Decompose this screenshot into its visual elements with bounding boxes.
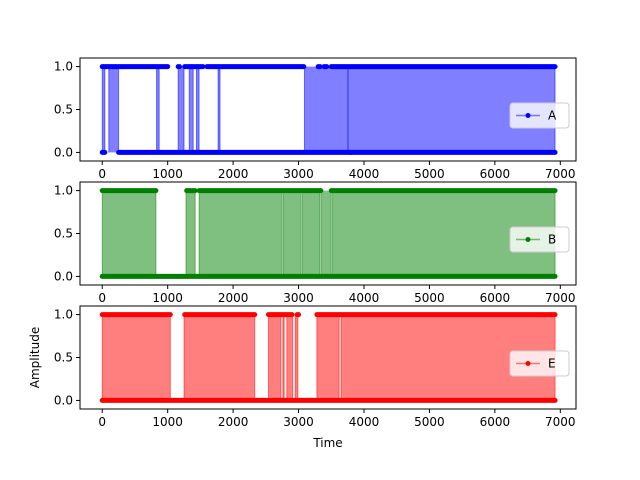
area-segment <box>199 190 283 277</box>
legend-marker <box>525 237 531 242</box>
y-tick-label: 1.0 <box>54 308 73 322</box>
x-tick-label: 1000 <box>152 167 183 181</box>
area-segment <box>196 66 200 153</box>
panel-a: 0.0 0.5 1.0 0 1000 2000 3000 4000 5000 6000 7000 A <box>54 57 577 181</box>
area-segment <box>316 314 340 401</box>
x-tick-label: 6000 <box>480 415 511 429</box>
x-tick-label: 0 <box>98 167 106 181</box>
legend: A <box>509 102 570 129</box>
area-segment <box>189 66 194 153</box>
legend: B <box>509 226 570 253</box>
x-tick-label: 3000 <box>283 415 314 429</box>
y-tick-label: 0.0 <box>54 145 73 159</box>
area-segment <box>218 66 221 153</box>
x-tick-label: 6000 <box>480 291 511 305</box>
area-segment <box>184 314 255 401</box>
x-tick-label: 3000 <box>283 167 314 181</box>
x-tick-label: 1000 <box>152 291 183 305</box>
legend-label: B <box>548 233 556 247</box>
y-tick-label: 0.0 <box>54 269 73 283</box>
x-tick-label: 7000 <box>545 415 576 429</box>
area-segment <box>156 66 160 153</box>
area-segment <box>283 190 302 277</box>
x-tick-label: 7000 <box>545 167 576 181</box>
x-tick-label: 4000 <box>349 415 380 429</box>
plot-area <box>99 188 558 279</box>
x-tick-label: 2000 <box>218 291 249 305</box>
plot-area <box>99 64 558 155</box>
area-segment <box>268 314 281 401</box>
panels: 0.00.51.00 1000 2000 3000 4000 5000 6000 7000A0… <box>28 57 577 450</box>
area-segment <box>102 314 171 401</box>
x-tick-label: 7000 <box>545 291 576 305</box>
legend: E <box>509 350 570 377</box>
area-segment <box>186 190 196 277</box>
area-segment <box>304 66 348 153</box>
plot-area <box>99 312 558 403</box>
x-tick-label: 6000 <box>480 167 511 181</box>
x-tick-label: 3000 <box>283 291 314 305</box>
y-tick-label: 0.5 <box>54 227 73 241</box>
x-tick-label: 2000 <box>218 415 249 429</box>
panel-e: 0.0 0.5 1.0 0 1000 2000 3000 4000 5000 6000 7000 Ti… <box>28 305 577 450</box>
x-tick-label: 5000 <box>414 167 445 181</box>
legend-marker <box>525 113 531 118</box>
area-segment <box>286 314 293 401</box>
legend-marker <box>525 361 531 366</box>
area-segment <box>102 66 105 153</box>
x-tick-label: 4000 <box>349 167 380 181</box>
x-tick-label: 1000 <box>152 415 183 429</box>
x-tick-label: 5000 <box>414 291 445 305</box>
y-tick-label: 0.5 <box>54 351 73 365</box>
y-tick-label: 0.0 <box>54 393 73 407</box>
y-tick-label: 0.5 <box>54 103 73 117</box>
x-axis-label: Time <box>312 436 342 450</box>
area-segment <box>302 190 320 277</box>
legend-label: E <box>548 357 556 371</box>
y-tick-label: 1.0 <box>54 60 73 74</box>
area-segment <box>295 314 298 401</box>
area-segment <box>282 314 285 401</box>
x-tick-label: 0 <box>98 415 106 429</box>
panel-b: 0.0 0.5 1.0 0 1000 2000 3000 4000 5000 6000 7000 B <box>54 181 577 305</box>
area-segment <box>108 66 119 153</box>
legend-label: A <box>548 109 557 123</box>
area-segment <box>102 190 156 277</box>
area-segment <box>178 66 185 153</box>
x-tick-label: 2000 <box>218 167 249 181</box>
x-tick-label: 0 <box>98 291 106 305</box>
area-segment <box>320 190 332 277</box>
y-axis-label: Amplitude <box>28 327 42 389</box>
y-tick-label: 1.0 <box>54 184 73 198</box>
x-tick-label: 4000 <box>349 291 380 305</box>
x-tick-label: 5000 <box>414 415 445 429</box>
